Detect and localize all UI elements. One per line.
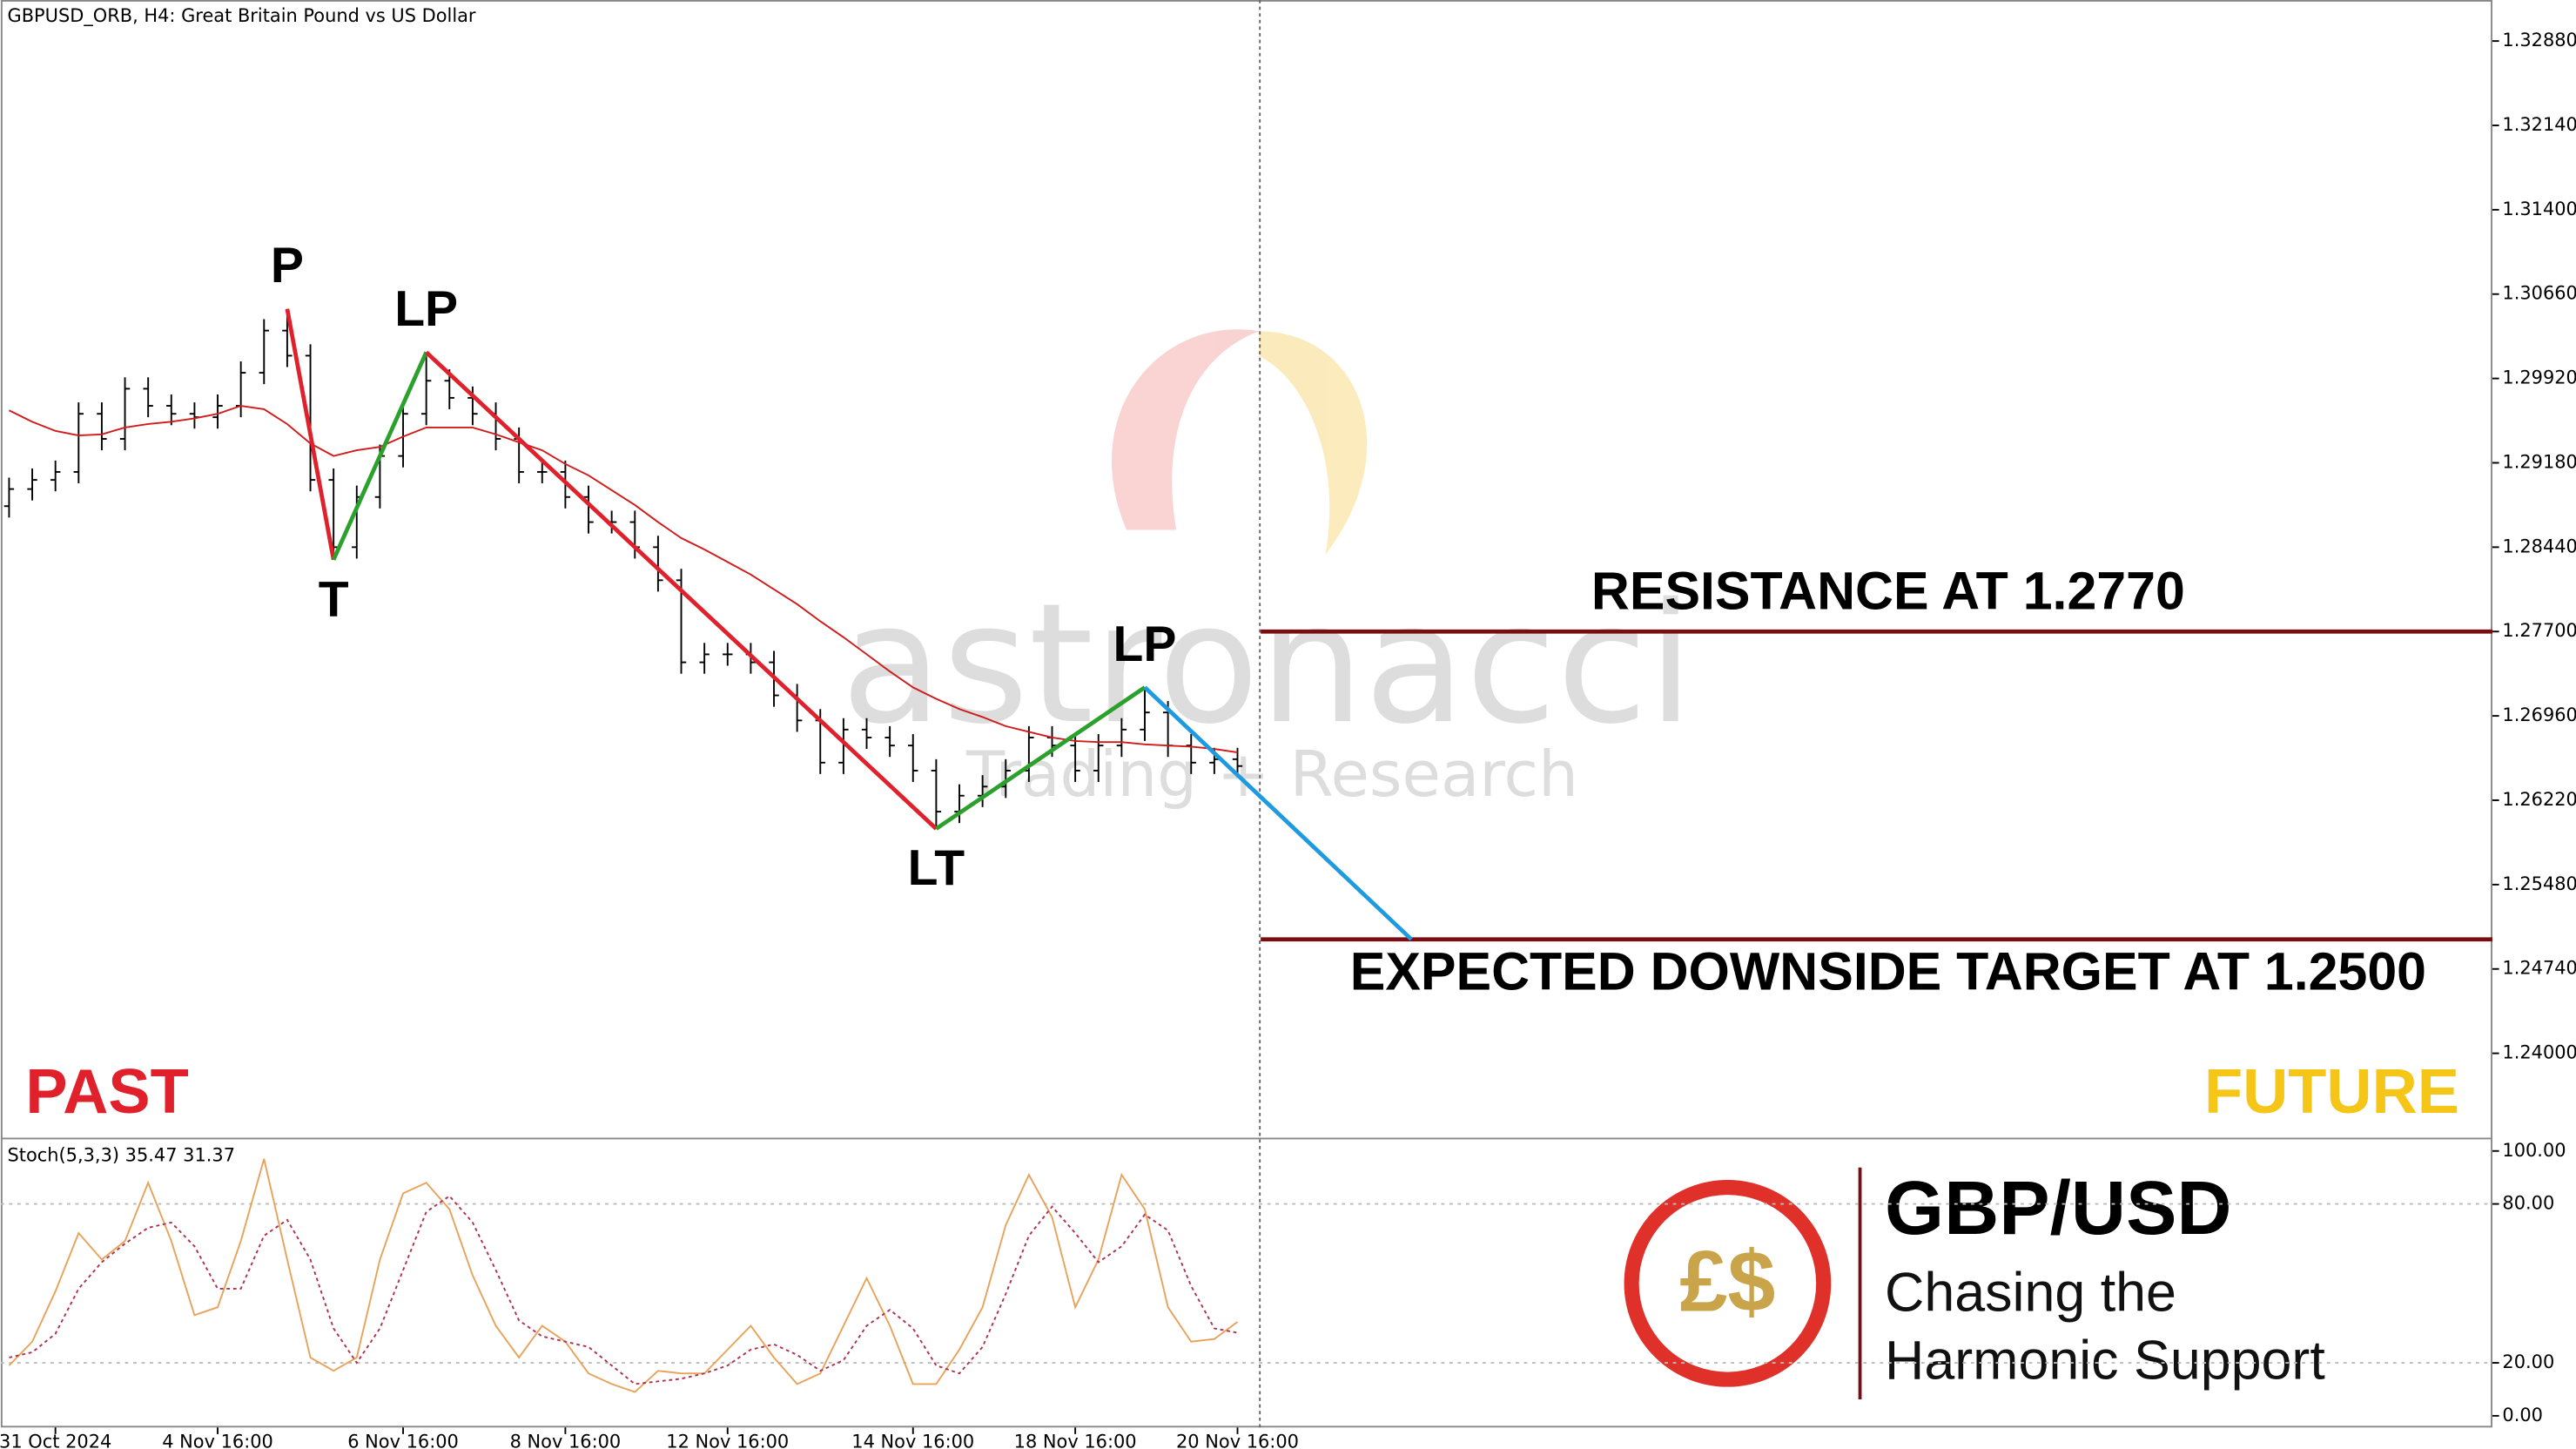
moving-average bbox=[9, 405, 1238, 753]
watermark-logo bbox=[1112, 329, 1368, 556]
y-tick-label: 1.32140 bbox=[2502, 114, 2576, 135]
pattern-leg bbox=[285, 308, 336, 561]
x-tick-label: 12 Nov 16:00 bbox=[666, 1431, 789, 1449]
y-tick-label: 1.28440 bbox=[2502, 536, 2576, 556]
pattern-label: T bbox=[319, 571, 349, 627]
x-tick-label: 20 Nov 16:00 bbox=[1176, 1431, 1299, 1449]
y-tick-label: 1.32880 bbox=[2502, 30, 2576, 51]
y-tick-label: 1.27700 bbox=[2502, 620, 2576, 641]
badge-line: Harmonic Support bbox=[1885, 1331, 2325, 1392]
y-tick-label: 1.29920 bbox=[2502, 367, 2576, 388]
y-tick-label: 20.00 bbox=[2502, 1351, 2554, 1372]
stoch-line bbox=[8, 1158, 1239, 1393]
badge-pair: GBP/USD bbox=[1885, 1165, 2232, 1250]
pattern-label: LP bbox=[1113, 617, 1177, 672]
y-tick-label: 1.31400 bbox=[2502, 199, 2576, 219]
x-tick-label: 18 Nov 16:00 bbox=[1014, 1431, 1137, 1449]
pattern-leg bbox=[425, 350, 938, 831]
pattern-label: LT bbox=[908, 840, 965, 896]
y-tick-label: 1.24740 bbox=[2502, 958, 2576, 979]
level-label: EXPECTED DOWNSIDE TARGET AT 1.2500 bbox=[1350, 942, 2426, 1001]
stoch-title: Stoch(5,3,3) 35.47 31.37 bbox=[8, 1144, 236, 1165]
watermark-tagline: Trading + Research bbox=[965, 738, 1578, 812]
watermark-brand: astronacci bbox=[841, 567, 1693, 760]
pattern-leg bbox=[935, 685, 1147, 831]
y-tick-label: 0.00 bbox=[2502, 1405, 2543, 1425]
pattern-label: P bbox=[271, 238, 304, 293]
x-tick-label: 4 Nov 16:00 bbox=[162, 1431, 273, 1449]
x-tick-label: 31 Oct 2024 bbox=[0, 1431, 111, 1449]
level-label: RESISTANCE AT 1.2770 bbox=[1591, 561, 2185, 620]
frame bbox=[0, 0, 2492, 1428]
x-tick-label: 8 Nov 16:00 bbox=[510, 1431, 622, 1449]
badge-line: Chasing the bbox=[1885, 1263, 2176, 1324]
badge-ring bbox=[1624, 1179, 1832, 1387]
future-label: FUTURE bbox=[2204, 1057, 2459, 1127]
x-tick-label: 6 Nov 16:00 bbox=[347, 1431, 459, 1449]
stoch-line bbox=[9, 1195, 1238, 1385]
y-tick-label: 1.26960 bbox=[2502, 704, 2576, 725]
pattern-leg bbox=[331, 351, 428, 561]
y-tick-label: 1.25480 bbox=[2502, 873, 2576, 894]
y-tick-label: 100.00 bbox=[2502, 1140, 2566, 1161]
y-tick-label: 80.00 bbox=[2502, 1193, 2554, 1214]
badge: £$ GBP/USD Chasing the Harmonic Support bbox=[1624, 1165, 2325, 1399]
y-tick-label: 1.24000 bbox=[2502, 1042, 2576, 1063]
x-tick-label: 14 Nov 16:00 bbox=[851, 1431, 974, 1449]
y-tick-label: 1.26220 bbox=[2502, 789, 2576, 810]
chart-title: GBPUSD_ORB, H4: Great Britain Pound vs U… bbox=[8, 5, 476, 26]
pattern-label: LP bbox=[394, 281, 458, 337]
past-label: PAST bbox=[25, 1057, 188, 1127]
y-tick-label: 1.29180 bbox=[2502, 451, 2576, 472]
badge-symbol: £$ bbox=[1679, 1233, 1775, 1330]
y-tick-label: 1.30660 bbox=[2502, 283, 2576, 304]
pattern-leg bbox=[1143, 685, 1413, 941]
